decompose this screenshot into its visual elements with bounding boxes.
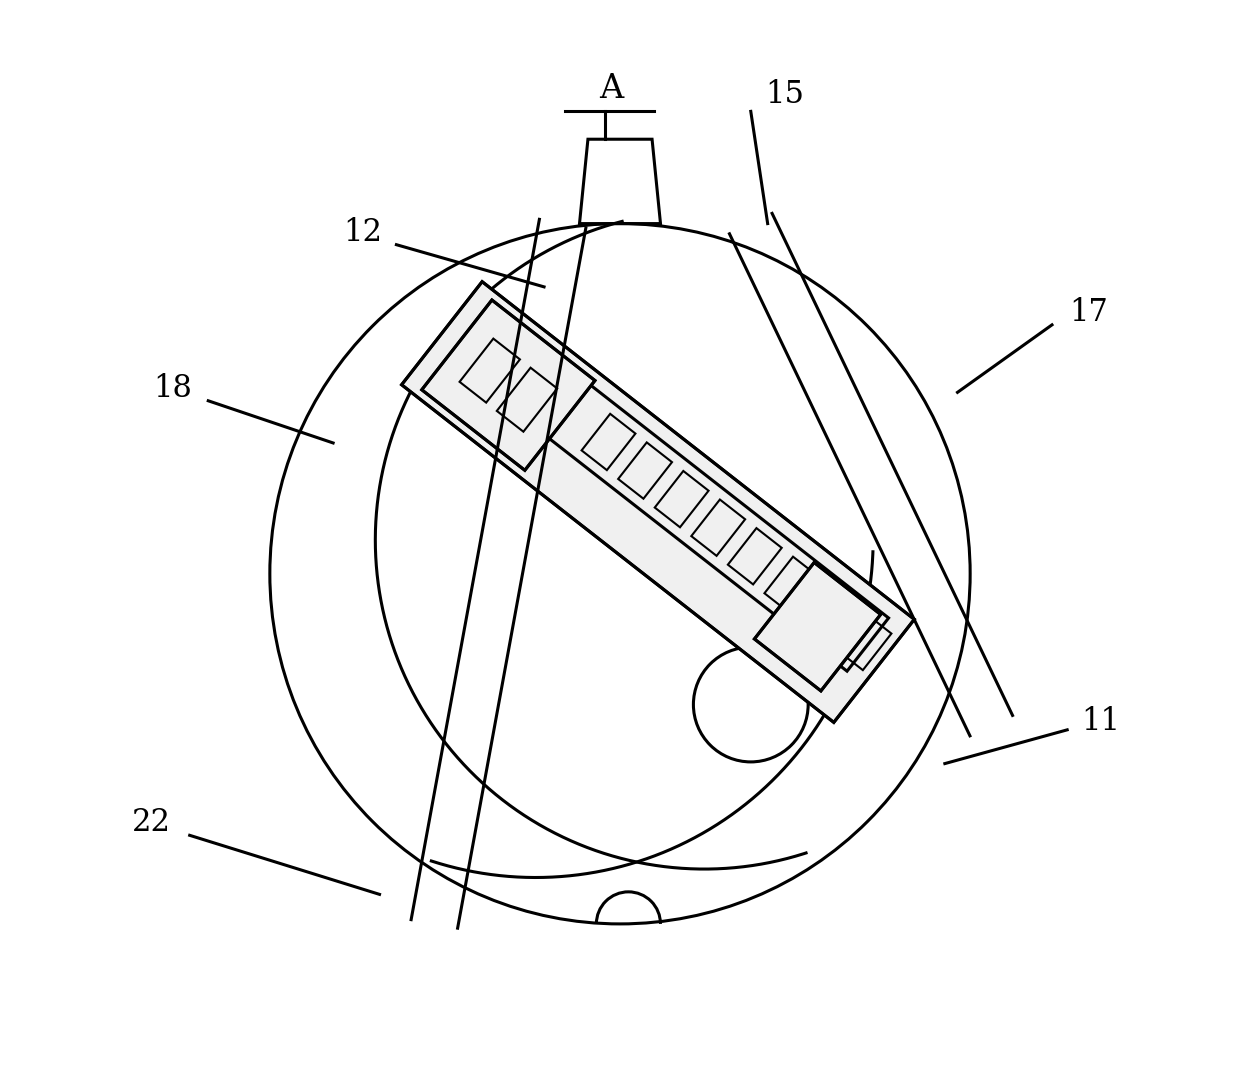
Text: 15: 15 — [765, 79, 804, 110]
Text: A: A — [599, 72, 624, 105]
Text: 12: 12 — [343, 216, 382, 247]
Text: 22: 22 — [133, 807, 171, 838]
Polygon shape — [402, 282, 914, 723]
Polygon shape — [422, 300, 595, 470]
Text: 18: 18 — [154, 373, 192, 404]
Text: 11: 11 — [1081, 706, 1121, 737]
Text: 17: 17 — [1069, 297, 1107, 327]
Polygon shape — [754, 563, 880, 691]
